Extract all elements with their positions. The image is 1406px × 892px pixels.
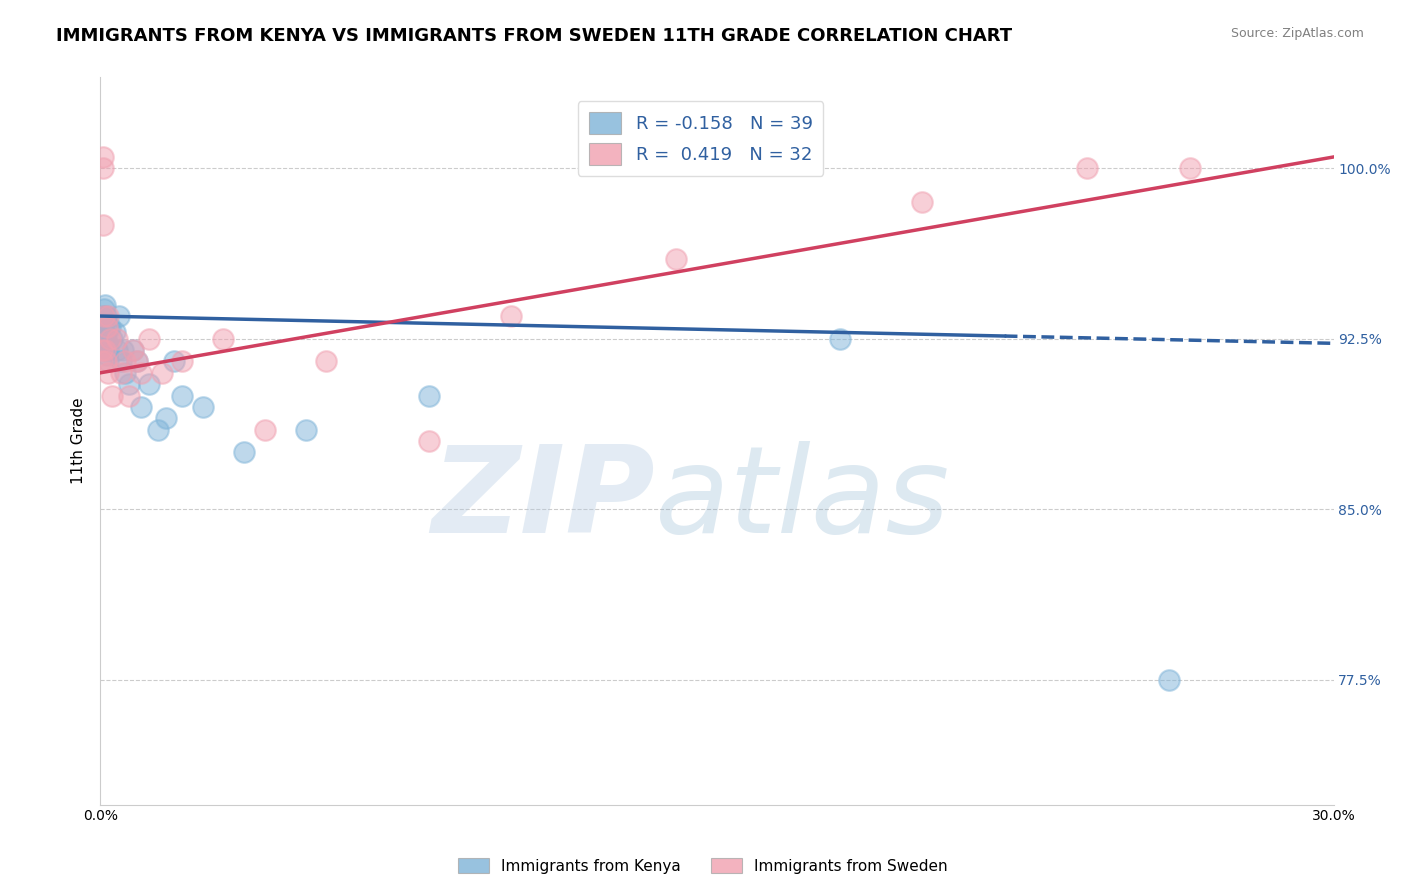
Point — [118, 388, 141, 402]
Point — [129, 366, 152, 380]
Point — [233, 445, 256, 459]
Point — [105, 343, 128, 358]
Point — [118, 377, 141, 392]
Point — [91, 161, 114, 176]
Point — [501, 309, 523, 323]
Point — [418, 388, 440, 402]
Point — [91, 332, 114, 346]
Point — [110, 354, 132, 368]
Point — [191, 400, 214, 414]
Point — [93, 298, 115, 312]
Point — [105, 332, 128, 346]
Point — [911, 195, 934, 210]
Point — [96, 336, 118, 351]
Point — [253, 423, 276, 437]
Point — [93, 309, 115, 323]
Point — [294, 423, 316, 437]
Point — [172, 354, 194, 368]
Point — [91, 320, 114, 334]
Point — [127, 354, 149, 368]
Point — [830, 332, 852, 346]
Point — [94, 343, 117, 358]
Point — [114, 366, 136, 380]
Point — [103, 325, 125, 339]
Point — [96, 320, 118, 334]
Point — [97, 343, 120, 358]
Point — [146, 423, 169, 437]
Point — [94, 309, 117, 323]
Point — [91, 309, 114, 323]
Point — [163, 354, 186, 368]
Point — [138, 332, 160, 346]
Point — [100, 320, 122, 334]
Y-axis label: 11th Grade: 11th Grade — [72, 398, 86, 484]
Point — [90, 354, 112, 368]
Point — [97, 354, 120, 368]
Point — [110, 366, 132, 380]
Point — [93, 325, 115, 339]
Point — [107, 309, 129, 323]
Point — [93, 218, 115, 232]
Point — [172, 388, 194, 402]
Point — [111, 343, 134, 358]
Point — [114, 354, 136, 368]
Point — [93, 316, 115, 330]
Text: Source: ZipAtlas.com: Source: ZipAtlas.com — [1230, 27, 1364, 40]
Point — [150, 366, 173, 380]
Text: IMMIGRANTS FROM KENYA VS IMMIGRANTS FROM SWEDEN 11TH GRADE CORRELATION CHART: IMMIGRANTS FROM KENYA VS IMMIGRANTS FROM… — [56, 27, 1012, 45]
Legend: R = -0.158   N = 39, R =  0.419   N = 32: R = -0.158 N = 39, R = 0.419 N = 32 — [578, 101, 824, 176]
Point — [138, 377, 160, 392]
Point — [212, 332, 235, 346]
Point — [1076, 161, 1098, 176]
Point — [94, 332, 117, 346]
Point — [96, 332, 118, 346]
Point — [100, 332, 122, 346]
Legend: Immigrants from Kenya, Immigrants from Sweden: Immigrants from Kenya, Immigrants from S… — [453, 852, 953, 880]
Point — [91, 150, 114, 164]
Text: atlas: atlas — [655, 441, 950, 558]
Point — [1178, 161, 1201, 176]
Point — [91, 343, 114, 358]
Point — [129, 400, 152, 414]
Point — [122, 343, 145, 358]
Point — [1157, 673, 1180, 687]
Point — [94, 343, 117, 358]
Point — [418, 434, 440, 448]
Point — [96, 348, 118, 362]
Point — [155, 411, 177, 425]
Text: ZIP: ZIP — [432, 441, 655, 558]
Point — [94, 354, 117, 368]
Point — [127, 354, 149, 368]
Point — [122, 343, 145, 358]
Point — [315, 354, 337, 368]
Point — [101, 332, 124, 346]
Point — [97, 309, 120, 323]
Point — [101, 388, 124, 402]
Point — [96, 366, 118, 380]
Point — [93, 302, 115, 317]
Point — [665, 252, 688, 267]
Point — [96, 320, 118, 334]
